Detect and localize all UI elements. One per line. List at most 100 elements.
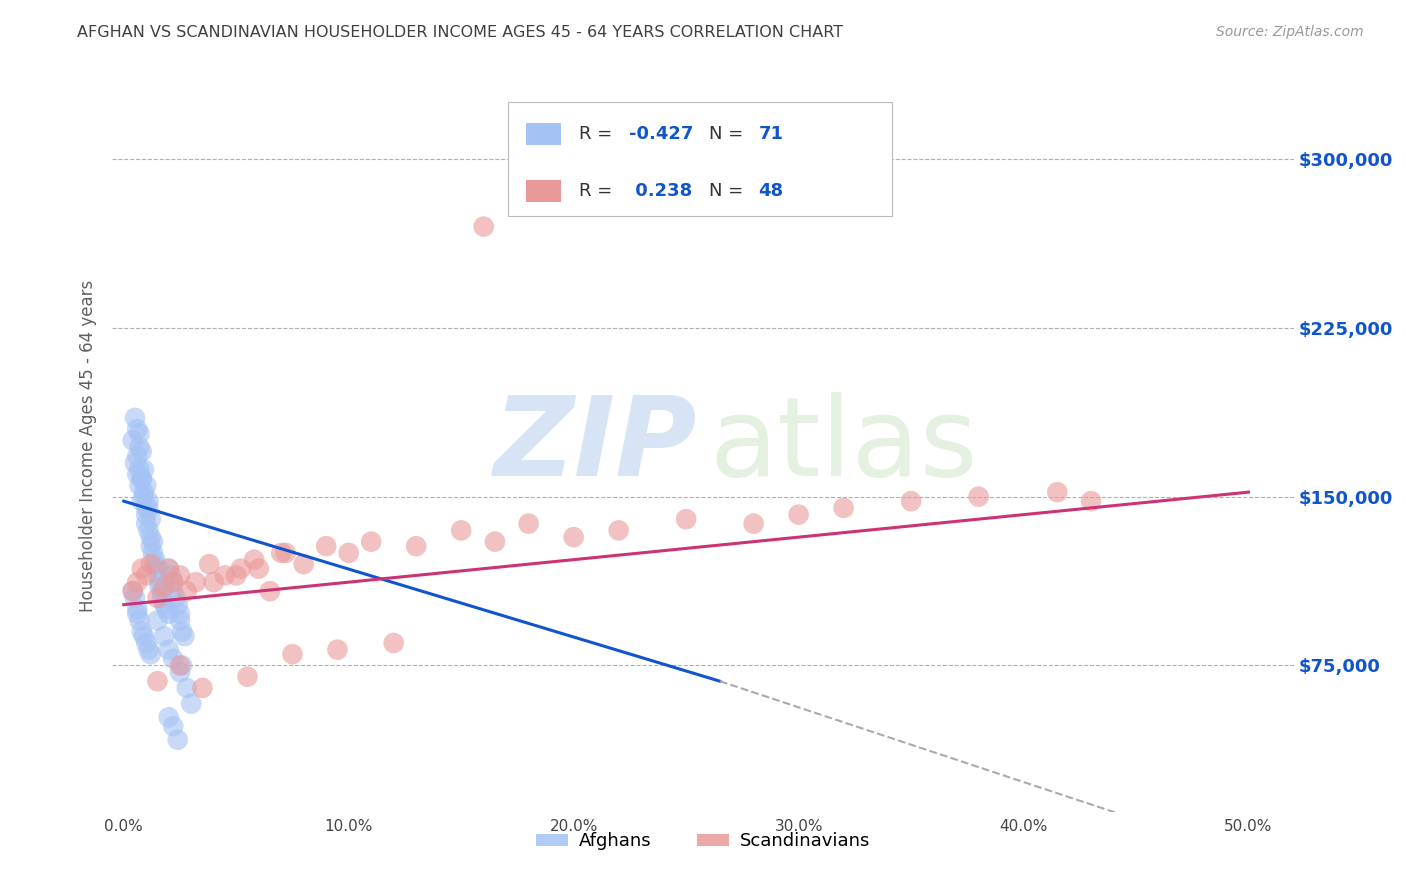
Text: 0.238: 0.238	[628, 182, 692, 200]
Point	[173, 629, 195, 643]
Point	[132, 629, 155, 643]
Point	[243, 552, 266, 566]
Point	[135, 636, 157, 650]
Point	[138, 642, 160, 657]
Point	[157, 607, 180, 621]
Point	[153, 629, 176, 643]
Point	[124, 456, 146, 470]
Point	[146, 562, 169, 576]
Point	[135, 478, 157, 492]
Point	[149, 575, 172, 590]
Point	[1080, 494, 1102, 508]
Text: N =: N =	[709, 182, 749, 200]
Point	[142, 546, 165, 560]
Point	[967, 490, 990, 504]
Point	[132, 462, 155, 476]
Point	[162, 575, 184, 590]
Point	[121, 584, 143, 599]
Point	[131, 494, 153, 508]
Point	[172, 658, 194, 673]
Point	[127, 602, 149, 616]
Point	[121, 584, 143, 599]
Point	[135, 568, 157, 582]
Point	[162, 584, 184, 599]
Point	[337, 546, 360, 560]
Point	[191, 681, 214, 695]
Text: R =: R =	[579, 125, 619, 143]
Point	[153, 580, 176, 594]
Text: N =: N =	[709, 125, 749, 143]
Point	[169, 614, 191, 628]
Text: 71: 71	[758, 125, 783, 143]
Point	[274, 546, 297, 560]
Point	[157, 642, 180, 657]
Point	[139, 647, 162, 661]
Point	[127, 467, 149, 482]
Point	[162, 719, 184, 733]
Point	[172, 624, 194, 639]
Point	[157, 710, 180, 724]
Point	[742, 516, 765, 531]
Point	[198, 557, 221, 571]
Y-axis label: Householder Income Ages 45 - 64 years: Householder Income Ages 45 - 64 years	[79, 280, 97, 612]
Point	[131, 472, 153, 486]
Point	[675, 512, 697, 526]
Point	[236, 670, 259, 684]
Point	[247, 562, 270, 576]
Point	[132, 485, 155, 500]
Point	[202, 575, 225, 590]
Point	[292, 557, 315, 571]
Text: R =: R =	[579, 182, 619, 200]
Point	[127, 422, 149, 436]
Point	[176, 584, 198, 599]
Point	[135, 508, 157, 522]
Point	[127, 607, 149, 621]
Point	[150, 591, 173, 605]
Point	[143, 552, 166, 566]
Point	[138, 494, 160, 508]
Point	[135, 516, 157, 531]
Point	[139, 557, 162, 571]
Point	[157, 562, 180, 576]
Point	[131, 444, 153, 458]
Point	[166, 598, 188, 612]
Point	[259, 584, 281, 599]
Legend: Afghans, Scandinavians: Afghans, Scandinavians	[529, 825, 877, 857]
Point	[128, 614, 150, 628]
Point	[149, 580, 172, 594]
Point	[135, 500, 157, 515]
Point	[450, 524, 472, 538]
Text: 48: 48	[758, 182, 783, 200]
Point	[184, 575, 207, 590]
Point	[160, 568, 183, 582]
Text: Source: ZipAtlas.com: Source: ZipAtlas.com	[1216, 25, 1364, 39]
Point	[139, 539, 162, 553]
Point	[176, 681, 198, 695]
Point	[128, 440, 150, 454]
Point	[146, 591, 169, 605]
Point	[143, 557, 166, 571]
Point	[1046, 485, 1069, 500]
Point	[562, 530, 585, 544]
Point	[146, 568, 169, 582]
Text: ZIP: ZIP	[494, 392, 697, 500]
Point	[138, 524, 160, 538]
Point	[484, 534, 506, 549]
Point	[162, 651, 184, 665]
Point	[472, 219, 495, 234]
Point	[169, 658, 191, 673]
Point	[405, 539, 427, 553]
Point	[165, 591, 187, 605]
Point	[360, 534, 382, 549]
Point	[139, 530, 162, 544]
Point	[832, 500, 855, 515]
Point	[131, 562, 153, 576]
Point	[225, 568, 247, 582]
Point	[127, 575, 149, 590]
Point	[139, 512, 162, 526]
Point	[166, 732, 188, 747]
Text: AFGHAN VS SCANDINAVIAN HOUSEHOLDER INCOME AGES 45 - 64 YEARS CORRELATION CHART: AFGHAN VS SCANDINAVIAN HOUSEHOLDER INCOM…	[77, 25, 844, 40]
Point	[131, 624, 153, 639]
Point	[169, 568, 191, 582]
Text: atlas: atlas	[709, 392, 977, 500]
